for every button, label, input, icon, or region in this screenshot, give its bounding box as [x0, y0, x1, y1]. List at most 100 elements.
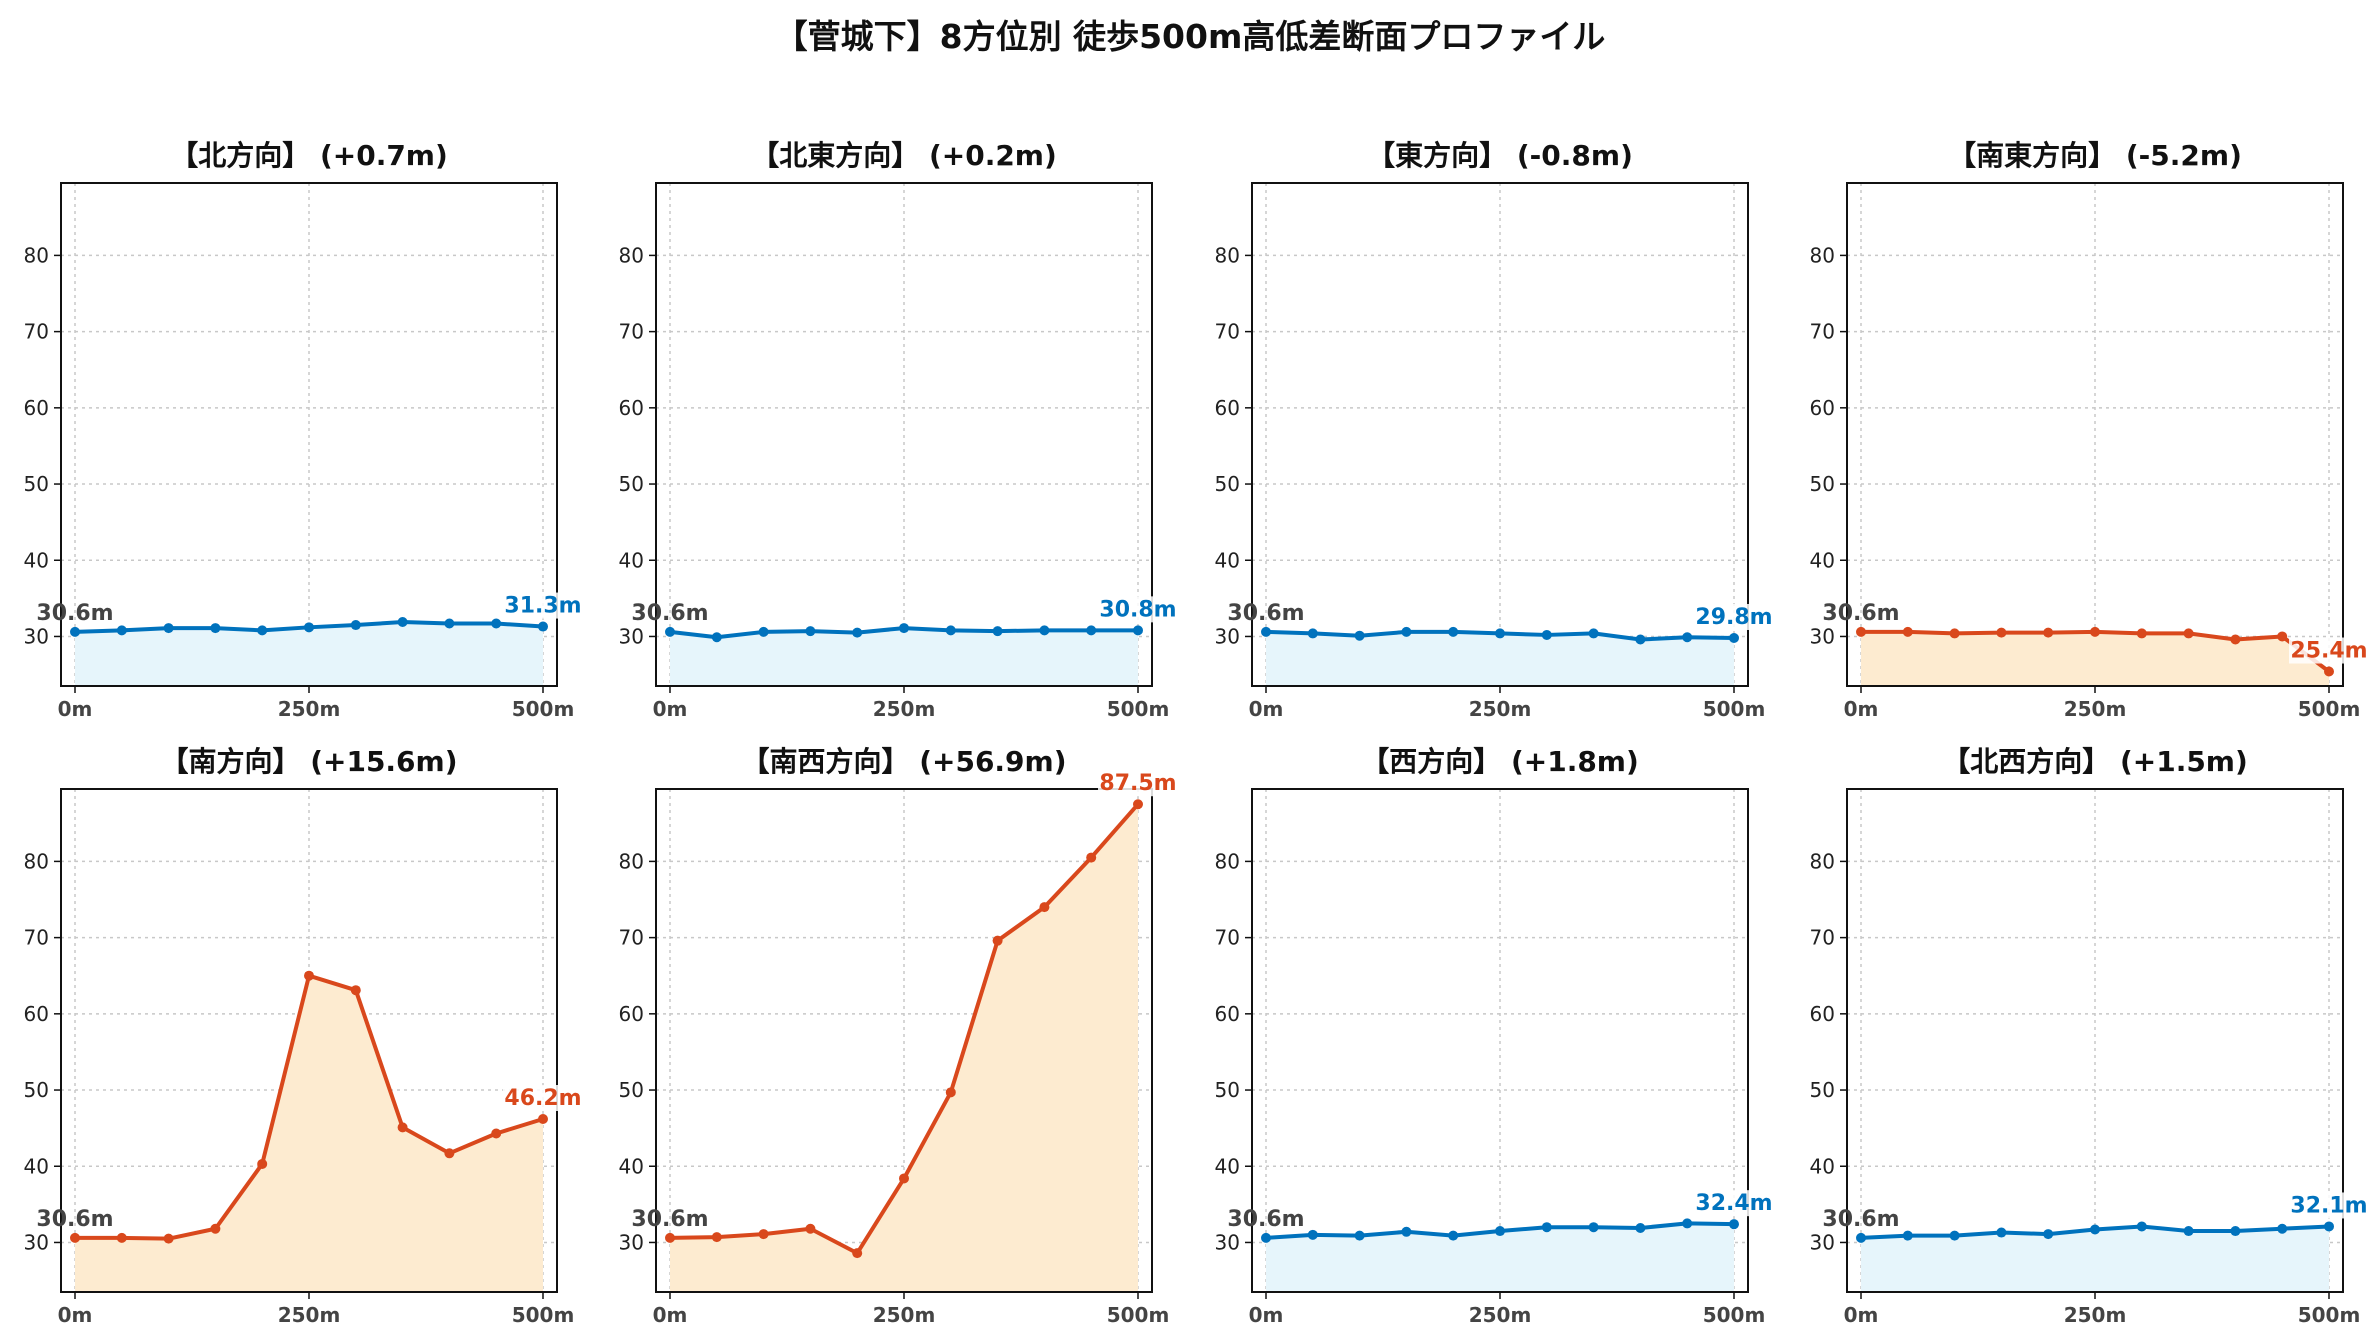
end-label-backdrop: [1098, 596, 1178, 623]
y-tick-label: 30: [619, 1230, 644, 1254]
data-point: [397, 616, 408, 627]
data-point: [945, 1087, 956, 1098]
data-point: [116, 625, 127, 636]
x-tick-label: 250m: [2064, 1303, 2127, 1327]
end-value-label: 31.3m: [504, 594, 581, 619]
area-fill: [75, 975, 543, 1292]
x-tick-label: 250m: [1469, 697, 1532, 721]
data-point: [1856, 626, 1866, 637]
figure-title: 【菅城下】8方位別 徒歩500m高低差断面プロファイル: [774, 17, 1606, 56]
data-point: [1541, 1222, 1552, 1233]
y-tick-label: 60: [1215, 396, 1240, 420]
x-tick-label: 0m: [58, 697, 93, 721]
data-point: [1261, 1232, 1271, 1243]
y-tick-label: 70: [619, 926, 644, 950]
x-tick-label: 500m: [1703, 697, 1766, 721]
data-point: [210, 1223, 221, 1234]
data-point: [1354, 1230, 1365, 1241]
data-point: [163, 1233, 174, 1244]
panel-title: 【南方向】 (+15.6m): [160, 745, 457, 778]
data-point: [2324, 666, 2334, 677]
end-value-label: 46.2m: [504, 1086, 581, 1111]
data-point: [1086, 852, 1097, 863]
y-tick-label: 80: [24, 849, 49, 873]
data-point: [1307, 628, 1318, 639]
data-point: [1133, 625, 1143, 636]
start-value-label: 30.6m: [631, 1207, 708, 1232]
y-tick-label: 50: [619, 1078, 644, 1102]
data-point: [899, 623, 909, 634]
start-value-label: 30.6m: [1822, 1207, 1899, 1232]
y-tick-label: 40: [1810, 1154, 1835, 1178]
x-tick-label: 0m: [653, 1303, 688, 1327]
data-point: [538, 1113, 548, 1124]
data-point: [852, 627, 863, 638]
data-point: [1086, 625, 1097, 636]
data-point: [1307, 1229, 1318, 1240]
start-value-label: 30.6m: [36, 601, 113, 626]
data-point: [805, 626, 816, 637]
data-point: [257, 1158, 268, 1169]
area-fill: [1861, 631, 2329, 686]
y-tick-label: 50: [1215, 1078, 1240, 1102]
data-point: [444, 618, 455, 629]
start-value-label: 30.6m: [36, 1207, 113, 1232]
data-point: [1635, 634, 1646, 645]
data-point: [711, 1232, 722, 1243]
data-point: [1039, 625, 1050, 636]
y-tick-label: 30: [24, 1230, 49, 1254]
data-point: [1495, 628, 1505, 639]
y-tick-label: 80: [1810, 849, 1835, 873]
data-point: [758, 1229, 769, 1240]
y-tick-label: 80: [24, 243, 49, 267]
x-tick-label: 500m: [512, 697, 575, 721]
data-point: [2090, 626, 2100, 637]
y-tick-label: 50: [619, 472, 644, 496]
data-point: [491, 1128, 502, 1139]
end-label-backdrop: [2289, 637, 2369, 664]
data-point: [1495, 1226, 1505, 1237]
end-value-label: 29.8m: [1695, 605, 1772, 630]
data-point: [2090, 1224, 2100, 1235]
data-point: [1856, 1232, 1866, 1243]
y-tick-label: 70: [1810, 320, 1835, 344]
x-tick-label: 0m: [653, 697, 688, 721]
panel-title: 【南東方向】 (-5.2m): [1948, 139, 2242, 172]
data-point: [1448, 1230, 1459, 1241]
y-tick-label: 60: [619, 396, 644, 420]
y-tick-label: 50: [24, 1078, 49, 1102]
y-tick-label: 30: [24, 624, 49, 648]
y-tick-label: 60: [1810, 1002, 1835, 1026]
data-point: [2136, 1221, 2147, 1232]
x-tick-label: 500m: [512, 1303, 575, 1327]
start-value-label: 30.6m: [1822, 601, 1899, 626]
data-point: [992, 626, 1003, 637]
data-point: [945, 625, 956, 636]
y-tick-label: 30: [1810, 1230, 1835, 1254]
x-tick-label: 250m: [278, 697, 341, 721]
x-tick-label: 250m: [278, 1303, 341, 1327]
y-tick-label: 70: [24, 320, 49, 344]
x-tick-label: 500m: [1703, 1303, 1766, 1327]
x-tick-label: 250m: [1469, 1303, 1532, 1327]
data-point: [1729, 1219, 1739, 1230]
data-point: [70, 626, 80, 637]
panel-title: 【東方向】 (-0.8m): [1367, 139, 1633, 172]
y-tick-label: 30: [1810, 624, 1835, 648]
y-tick-label: 40: [1810, 548, 1835, 572]
y-tick-label: 80: [1215, 243, 1240, 267]
data-point: [899, 1173, 909, 1184]
data-point: [2136, 628, 2147, 639]
data-point: [665, 1232, 675, 1243]
data-point: [491, 618, 502, 629]
data-point: [1401, 1226, 1412, 1237]
data-point: [852, 1248, 863, 1259]
y-tick-label: 80: [619, 849, 644, 873]
y-tick-label: 80: [1215, 849, 1240, 873]
end-value-label: 32.4m: [1695, 1191, 1772, 1216]
y-tick-label: 60: [1810, 396, 1835, 420]
data-point: [304, 970, 314, 981]
data-point: [1588, 628, 1599, 639]
end-label-backdrop: [2289, 1192, 2369, 1219]
end-value-label: 32.1m: [2290, 1193, 2367, 1218]
